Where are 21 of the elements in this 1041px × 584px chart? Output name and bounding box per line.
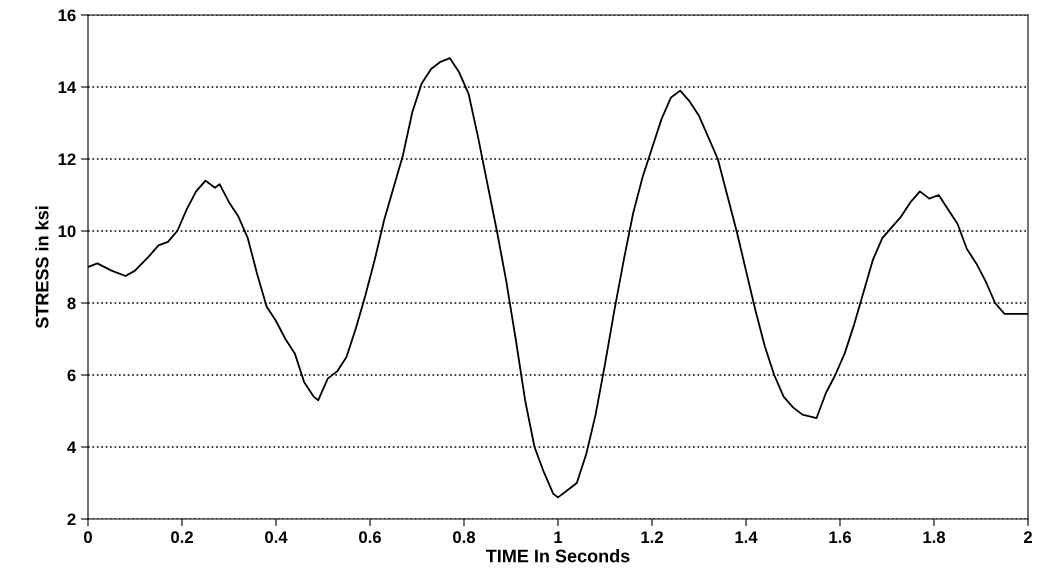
x-tick-label: 2 (1023, 531, 1032, 543)
y-tick-label: 2 (67, 513, 76, 526)
x-tick-label: 0 (84, 531, 92, 544)
x-tick-label: 1.8 (923, 531, 946, 544)
x-axis-title: TIME In Seconds (485, 549, 630, 563)
x-tick-label: 0.2 (171, 531, 193, 544)
x-tick-label: 1.4 (735, 531, 758, 543)
y-tick-label: 6 (67, 369, 76, 382)
x-tick-label: 0.6 (359, 531, 381, 544)
x-tick-label: 1.6 (829, 531, 851, 544)
y-tick-label: 8 (67, 297, 76, 310)
y-tick-label: 12 (58, 153, 76, 166)
y-tick-label: 16 (58, 9, 76, 22)
y-tick-label: 4 (67, 441, 77, 454)
x-tick-label: 1 (554, 531, 563, 543)
y-axis-title: STRESS in ksi (35, 206, 49, 329)
y-tick-label: 10 (58, 225, 76, 238)
y-tick-label: 14 (58, 81, 77, 94)
x-tick-label: 0.4 (265, 531, 288, 544)
x-tick-label: 0.8 (453, 531, 476, 544)
x-tick-label: 1.2 (641, 531, 663, 543)
